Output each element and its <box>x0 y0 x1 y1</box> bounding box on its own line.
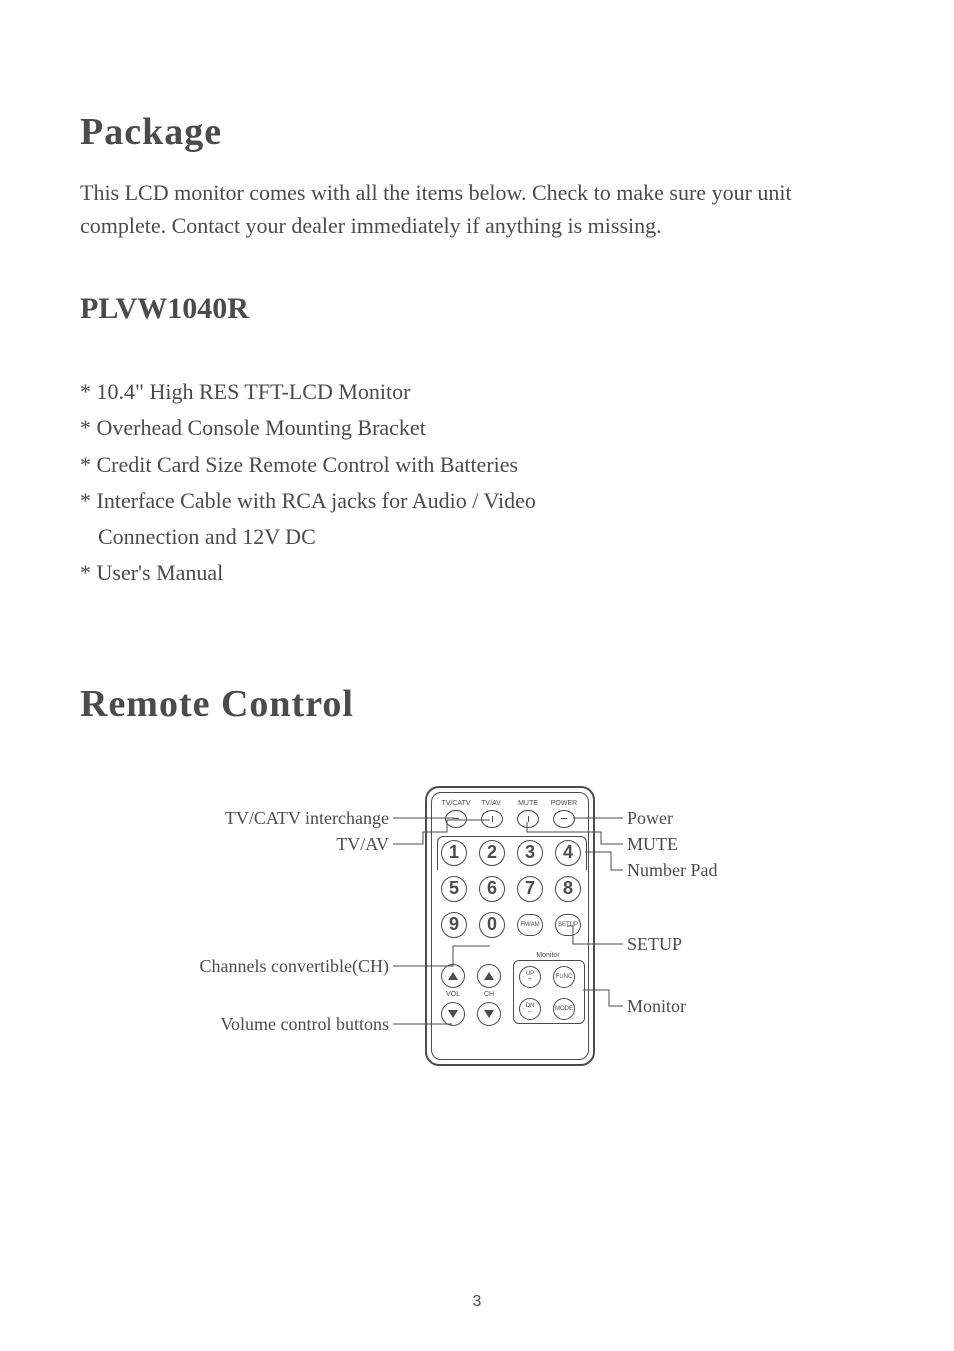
label-volume: Volume control buttons <box>197 1014 389 1035</box>
lbl-mode: MODE <box>555 1006 573 1012</box>
btn-setup: SETUP <box>555 914 581 936</box>
lbl-func: FUNC <box>556 974 573 980</box>
label-tvav: TV/AV <box>331 834 389 855</box>
list-item: * 10.4" High RES TFT-LCD Monitor <box>80 374 874 410</box>
btn-power <box>553 810 575 828</box>
num-5: 5 <box>449 878 459 899</box>
tri-up-icon <box>484 972 494 980</box>
label-channels: Channels convertible(CH) <box>173 956 389 977</box>
lbl-setup: SETUP <box>558 922 578 928</box>
toplabel-mute: MUTE <box>515 800 541 807</box>
toplabel-tvcatv: TV/CATV <box>441 800 471 807</box>
intro-text: This LCD monitor comes with all the item… <box>80 176 874 242</box>
intro-line-2: complete. Contact your dealer immediatel… <box>80 213 662 238</box>
btn-ch-up <box>477 964 501 988</box>
tri-up-icon <box>448 972 458 980</box>
label-mute: MUTE <box>627 834 678 855</box>
btn-tvcatv <box>445 810 467 828</box>
btn-9: 9 <box>441 912 467 938</box>
num-8: 8 <box>563 878 573 899</box>
list-item: * Credit Card Size Remote Control with B… <box>80 447 874 483</box>
lbl-up: UP + <box>526 971 534 983</box>
page-number: 3 <box>0 1293 954 1311</box>
btn-fmam: FM/AM <box>517 914 543 936</box>
btn-func: FUNC <box>553 966 575 988</box>
lbl-dn: DN – <box>526 1003 535 1015</box>
lbl-fmam: FM/AM <box>520 922 539 928</box>
btn-mode: MODE <box>553 998 575 1020</box>
heading-package: Package <box>80 110 874 154</box>
label-power: Power <box>627 808 673 829</box>
list-item: * Overhead Console Mounting Bracket <box>80 410 874 446</box>
lbl-ch: CH <box>477 991 501 998</box>
btn-vol-down <box>441 1002 465 1026</box>
numpad-border-top <box>437 836 587 870</box>
label-tvcatv: TV/CATV interchange <box>193 808 389 829</box>
btn-tvav <box>481 810 503 828</box>
btn-dn: DN – <box>519 998 541 1020</box>
label-monitor: Monitor <box>627 996 686 1017</box>
btn-up: UP + <box>519 966 541 988</box>
lbl-monitor-internal: Monitor <box>523 952 573 959</box>
tri-dn-icon <box>484 1010 494 1018</box>
remote-outline: TV/CATV TV/AV MUTE POWER 1 2 3 4 <box>425 786 595 1066</box>
list-item: Connection and 12V DC <box>98 519 874 555</box>
list-item: * Interface Cable with RCA jacks for Aud… <box>80 483 874 519</box>
btn-5: 5 <box>441 876 467 902</box>
btn-8: 8 <box>555 876 581 902</box>
num-7: 7 <box>525 878 535 899</box>
btn-mute <box>517 810 539 828</box>
btn-ch-down <box>477 1002 501 1026</box>
btn-vol-up <box>441 964 465 988</box>
model-heading: PLVW1040R <box>80 292 874 326</box>
num-6: 6 <box>487 878 497 899</box>
toplabel-power: POWER <box>549 800 579 807</box>
label-setup: SETUP <box>627 934 682 955</box>
toplabel-tvav: TV/AV <box>478 800 504 807</box>
btn-6: 6 <box>479 876 505 902</box>
heading-remote: Remote Control <box>80 682 874 726</box>
package-list: * 10.4" High RES TFT-LCD Monitor * Overh… <box>80 374 874 592</box>
num-9: 9 <box>449 914 459 935</box>
lbl-vol: VOL <box>441 991 465 998</box>
btn-0: 0 <box>479 912 505 938</box>
num-0: 0 <box>487 914 497 935</box>
tri-dn-icon <box>448 1010 458 1018</box>
btn-7: 7 <box>517 876 543 902</box>
list-item: * User's Manual <box>80 555 874 591</box>
remote-diagram: TV/CATV interchange TV/AV Channels conve… <box>157 786 797 1106</box>
label-numberpad: Number Pad <box>627 860 717 881</box>
intro-line-1: This LCD monitor comes with all the item… <box>80 180 792 205</box>
